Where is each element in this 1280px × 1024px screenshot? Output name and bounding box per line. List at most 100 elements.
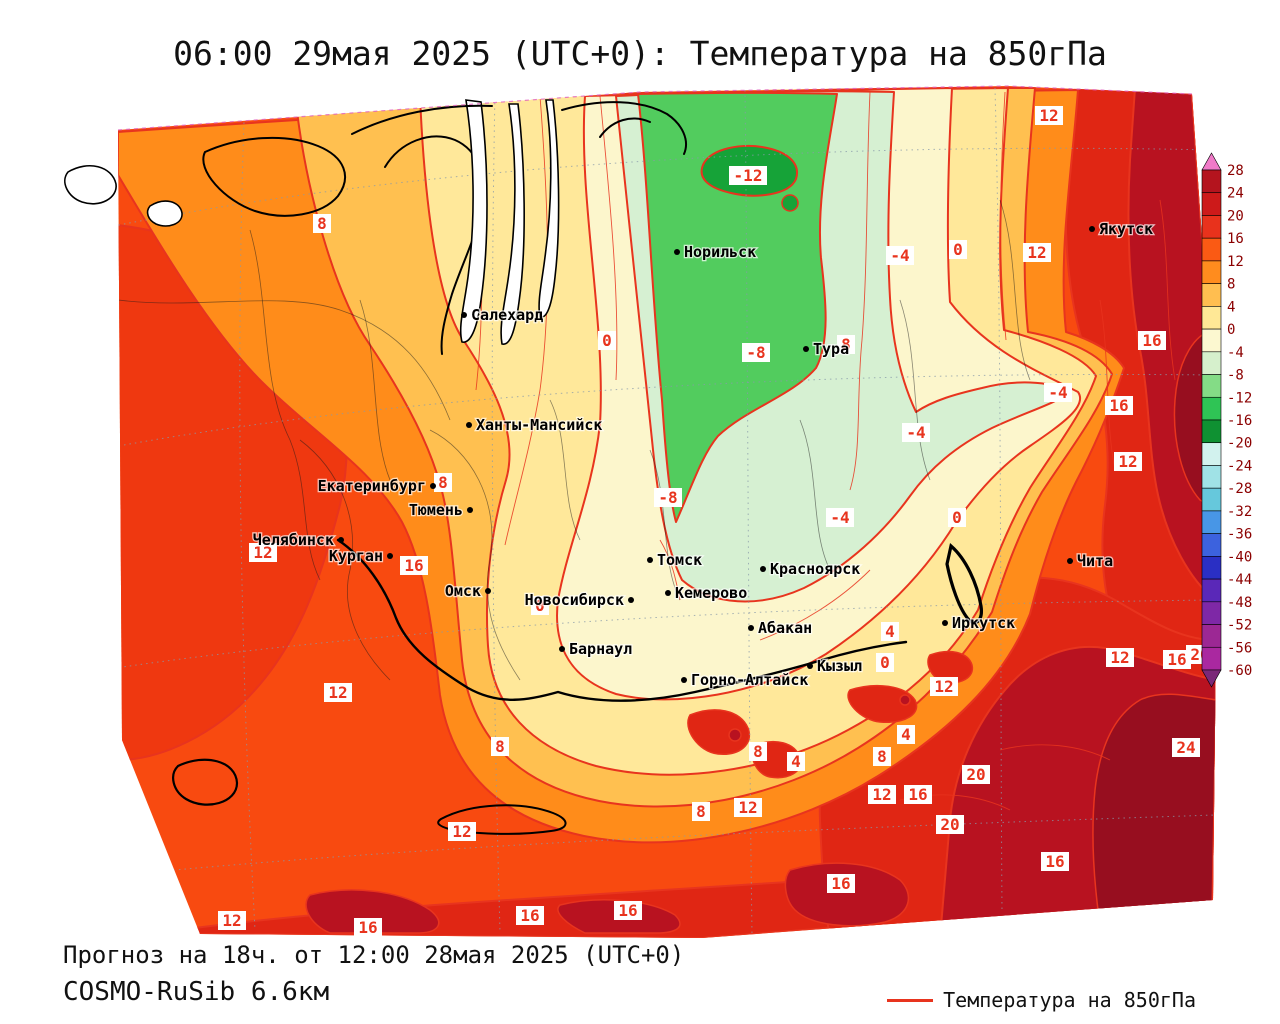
svg-text:16: 16 [618,901,637,920]
city-marker: Челябинск [251,530,344,550]
coastline [351,104,493,135]
svg-text:4: 4 [791,752,801,771]
city-label: Салехард [471,306,543,324]
svg-text:8: 8 [317,214,327,233]
city-dot [485,588,491,594]
city-dot [559,646,565,652]
taz-gulf [538,99,560,318]
city-label: Барнаул [569,640,632,658]
svg-text:12: 12 [934,677,953,696]
contour-label: 12 [1114,452,1142,471]
colorbar-tick-label: 20 [1227,208,1244,224]
city-label: Норильск [684,243,756,261]
contour-label: 16 [354,918,382,937]
city-dot [942,620,948,626]
colorbar-tick-label: -48 [1227,595,1252,611]
colorbar-segment [1201,260,1222,284]
svg-text:16: 16 [1167,650,1186,669]
svg-text:0: 0 [602,331,612,350]
colorbar-arrow-top [1201,152,1222,171]
contour-label: 12 [324,683,352,702]
colorbar-segment [1201,601,1222,625]
svg-text:8: 8 [877,747,887,766]
colorbar-segment [1201,533,1222,557]
colorbar-tick-label: 8 [1227,277,1235,293]
city-label: Кемерово [675,584,747,602]
svg-text:12: 12 [872,785,891,804]
city-marker: Барнаул [559,639,633,659]
colorbar-segment [1201,465,1222,489]
zone-bottom-patch [305,889,440,934]
contour-label: 16 [400,556,428,575]
city-label: Омск [445,582,481,600]
city-dot [1089,226,1095,232]
contour-label: -12 [729,166,767,185]
city-marker: Красноярск [760,559,862,579]
svg-text:12: 12 [328,683,347,702]
colorbar-tick-label: -16 [1227,413,1252,429]
svg-text:4: 4 [885,622,895,641]
city-label: Горно-Алтайск [691,671,808,689]
mountain-warm-spot [927,650,974,684]
city-dot [760,566,766,572]
city-label: Ханты-Мансийск [476,416,602,434]
colorbar-segment [1201,192,1222,216]
model-info: COSMO-RuSib 6.6км [63,977,330,1007]
colorbar-segment [1201,237,1222,262]
colorbar: 28 24 20 16 12 8 4 0 -4 -8 -12 -16 -20 -24 -28 -32 -36 -4… [1201,152,1252,688]
svg-text:20: 20 [940,815,959,834]
city-marker: Норильск [674,242,758,262]
svg-text:4: 4 [901,725,911,744]
colorbar-segment [1201,306,1222,330]
city-dot [681,677,687,683]
colorbar-tick-label: -12 [1227,390,1252,406]
svg-text:12: 12 [253,543,272,562]
city-label: Новосибирск [525,591,624,609]
svg-text:-4: -4 [906,423,925,442]
svg-text:16: 16 [358,918,377,937]
ob-gulf [459,99,488,343]
contour-label: 8 [837,335,855,354]
mountain-warm-spot [687,709,751,755]
colorbar-tick-label: -32 [1227,504,1252,520]
city-marker: Чита [1067,551,1114,571]
city-dot [647,557,653,563]
city-marker: Курган [328,546,393,566]
svg-text:-4: -4 [890,246,909,265]
lake-outline [172,758,239,806]
city-label: Курган [329,547,383,565]
colorbar-segment [1201,283,1222,307]
contour-label: -8 [742,343,770,362]
colorbar-segment [1201,624,1222,648]
svg-text:0: 0 [953,240,963,259]
contour-label: 8 [491,737,509,756]
contour-label: 0 [948,508,966,527]
contour-label: 4 [787,752,805,771]
city-dot [803,346,809,352]
svg-text:8: 8 [753,742,763,761]
colorbar-segment [1201,419,1222,444]
svg-text:12: 12 [1027,243,1046,262]
city-dot [807,663,813,669]
colorbar-tick-label: -60 [1227,663,1252,679]
city-markers: Якутск Норильск Салехард Тура Ханты-Мансийск… [251,219,1154,691]
city-label: Чита [1077,552,1113,570]
contour-label: -4 [902,423,930,442]
city-dot [466,422,472,428]
svg-text:12: 12 [738,798,757,817]
svg-text:-8: -8 [658,488,677,507]
city-marker: Екатеринбург [316,476,436,496]
contour-label: 8 [692,802,710,821]
svg-text:16: 16 [1142,331,1161,350]
svg-text:-4: -4 [1048,383,1067,402]
svg-text:8: 8 [841,335,851,354]
colorbar-tick-label: -40 [1227,549,1252,565]
svg-text:12: 12 [1039,106,1058,125]
contour-label: -4 [1044,383,1072,402]
coastline [599,117,651,138]
contour-label: 12 [930,677,958,696]
city-marker: Горно-Алтайск [681,670,810,690]
city-dot [461,312,467,318]
colorbar-segment [1201,169,1222,194]
colorbar-segment [1201,578,1222,603]
